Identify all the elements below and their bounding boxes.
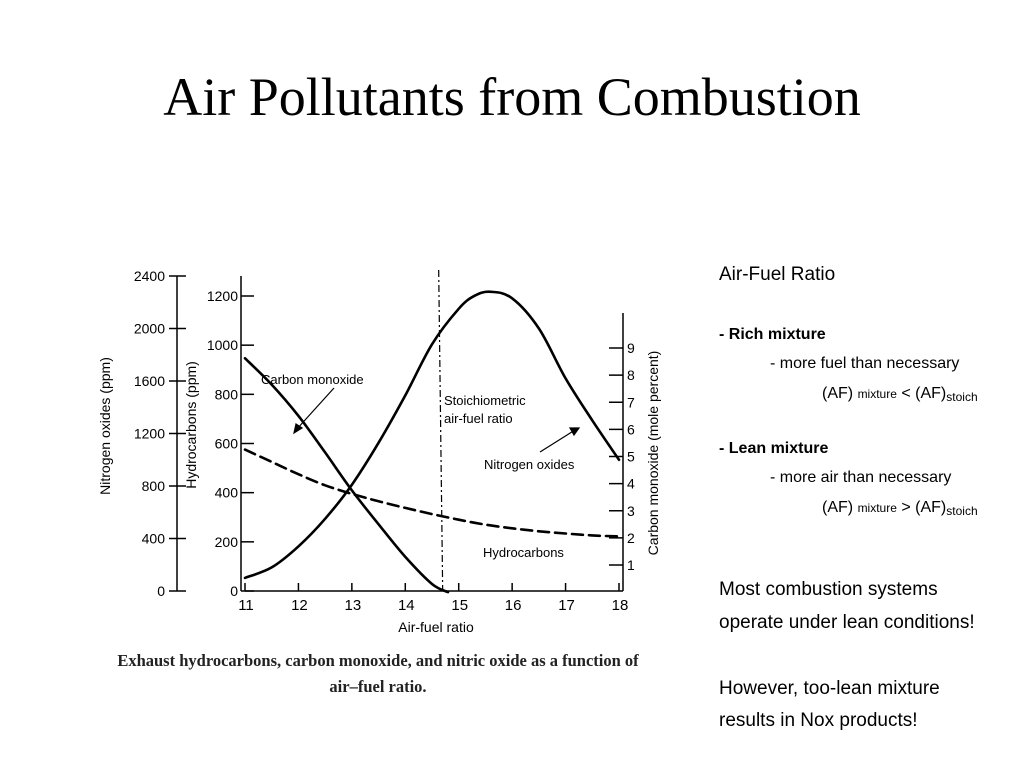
x-tick-label-12: 12 [291,597,308,614]
rich-af-2: (AF) [915,385,947,402]
rich-mixture-label: - Rich mixture [719,326,826,343]
co-tick-label-2: 2 [627,530,635,546]
stoich-label-line1: Stoichiometric [444,393,526,408]
co-tick-label-3: 3 [627,503,635,519]
co-axis-label: Carbon monoxide (mole percent) [645,351,661,556]
x-axis-label: Air-fuel ratio [398,619,474,635]
chart-labels: Nitrogen oxides (ppm) Hydrocarbons (ppm)… [97,351,661,635]
rich-mixture-sub: mixture [857,387,897,401]
nox-leader-arrow [568,427,581,437]
figure-caption: Exhaust hydrocarbons, carbon monoxide, a… [54,648,702,700]
co-leader-line [295,387,335,431]
lean-mixture-desc: - more air than necessary [770,469,952,486]
x-tick-label-11: 11 [238,597,254,614]
chart-series [243,290,621,594]
hc-tick-label-1000: 1000 [207,337,238,353]
co-tick-label-8: 8 [627,367,635,383]
series-hydrocarbons-line [243,448,621,538]
lean-mixture-label: - Lean mixture [719,440,829,457]
pollutant-chart: 11 12 13 14 15 16 17 18040080012001600200024000… [97,268,661,635]
nox-tick-label-1600: 1600 [134,373,165,389]
notes-heading: Air-Fuel Ratio [719,264,836,285]
lean-mixture-sub: mixture [857,501,897,515]
co-leader-arrow [293,423,304,435]
nox-tick-label-800: 800 [142,478,166,494]
rich-stoich-sub: stoich [946,390,978,404]
rich-mixture-formula: (AF) mixture < (AF)stoich [822,381,978,410]
hc-tick-label-800: 800 [215,386,239,402]
series-carbon-monoxide-line [243,357,450,594]
hc-tick-label-0: 0 [230,583,238,599]
nox-tick-label-400: 400 [142,531,166,547]
rich-af-1: (AF) [822,385,854,402]
caption-line-2: air–fuel ratio. [329,677,427,696]
x-tick-label-15: 15 [451,597,468,614]
hc-tick-label-200: 200 [215,534,239,550]
hc-tick-label-400: 400 [215,485,239,501]
chart-axes: 11 12 13 14 15 16 17 18040080012001600200024000… [134,268,635,614]
nox-tick-label-0: 0 [157,583,165,599]
co-tick-label-4: 4 [627,476,635,492]
lean-stoich-sub: stoich [946,504,978,518]
nox-tick-label-2000: 2000 [134,321,165,337]
x-tick-label-14: 14 [398,597,415,614]
nox-leader-line [539,429,576,453]
co-tick-label-9: 9 [627,340,635,356]
x-tick-label-16: 16 [505,597,522,614]
x-tick-label-13: 13 [345,597,362,614]
co-series-label: Carbon monoxide [261,372,364,387]
warning-line-1: However, too-lean mixture [719,678,940,699]
nox-tick-label-2400: 2400 [134,268,165,284]
nox-series-label: Nitrogen oxides [484,457,575,472]
stoichiometric-line [438,269,444,592]
conclusion-line-2: operate under lean conditions! [719,612,975,633]
co-tick-label-6: 6 [627,421,635,437]
lean-mixture-formula: (AF) mixture > (AF)stoich [822,495,978,524]
lean-gt: > [901,499,911,516]
lean-af-1: (AF) [822,499,854,516]
warning-line-2: results in Nox products! [719,710,918,731]
x-tick-label-18: 18 [612,597,629,614]
series-nitrogen-oxides-line [243,290,621,580]
rich-mixture-desc: - more fuel than necessary [770,355,960,372]
co-tick-label-7: 7 [627,394,635,410]
nox-axis-label: Nitrogen oxides (ppm) [97,357,113,495]
conclusion-line-1: Most combustion systems [719,579,938,600]
rich-lt: < [901,385,911,402]
hc-tick-label-600: 600 [215,436,239,452]
chart-leader-lines [293,387,581,453]
stoich-label-line2: air-fuel ratio [444,411,513,426]
co-tick-label-1: 1 [627,557,635,573]
hc-tick-label-1200: 1200 [207,288,238,304]
slide-title: Air Pollutants from Combustion [163,67,861,127]
hc-series-label: Hydrocarbons [483,545,564,560]
hc-axis-label: Hydrocarbons (ppm) [183,361,199,489]
x-tick-label-17: 17 [558,597,575,614]
lean-af-2: (AF) [915,499,947,516]
nox-tick-label-1200: 1200 [134,426,165,442]
co-tick-label-5: 5 [627,449,635,465]
caption-line-1: Exhaust hydrocarbons, carbon monoxide, a… [117,651,639,670]
